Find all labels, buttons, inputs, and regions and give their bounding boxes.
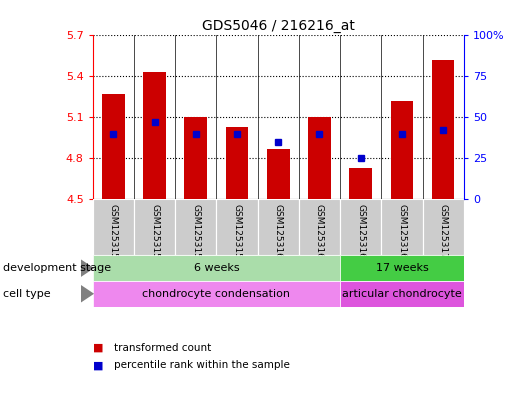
Text: transformed count: transformed count (114, 343, 211, 353)
Text: 6 weeks: 6 weeks (193, 263, 239, 273)
Bar (93, 281, 340, 307)
Text: development stage: development stage (3, 263, 111, 273)
Bar (299, 199, 340, 255)
Bar (340, 255, 464, 281)
Polygon shape (81, 285, 94, 303)
Text: GSM1253169: GSM1253169 (398, 204, 407, 264)
Bar (93, 199, 134, 255)
Text: GSM1253158: GSM1253158 (191, 204, 200, 264)
Text: percentile rank within the sample: percentile rank within the sample (114, 360, 290, 371)
Bar (422, 199, 464, 255)
Bar (175, 199, 216, 255)
Bar (226, 127, 249, 199)
Bar (349, 168, 372, 199)
Text: GSM1253159: GSM1253159 (233, 204, 242, 264)
Text: ■: ■ (93, 343, 103, 353)
Bar (258, 199, 299, 255)
Bar (216, 199, 258, 255)
Text: GSM1253157: GSM1253157 (150, 204, 159, 264)
Text: articular chondrocyte: articular chondrocyte (342, 289, 462, 299)
Text: chondrocyte condensation: chondrocyte condensation (143, 289, 290, 299)
Text: 17 weeks: 17 weeks (376, 263, 428, 273)
Text: cell type: cell type (3, 289, 50, 299)
Polygon shape (81, 259, 94, 277)
Bar (308, 117, 331, 199)
Bar (267, 149, 289, 199)
Text: ■: ■ (93, 360, 103, 371)
Bar (143, 72, 166, 199)
Text: GSM1253160: GSM1253160 (274, 204, 282, 264)
Bar (102, 94, 125, 199)
Text: GSM1253161: GSM1253161 (315, 204, 324, 264)
Bar (340, 281, 464, 307)
Text: GSM1253168: GSM1253168 (356, 204, 365, 264)
Bar (93, 255, 340, 281)
Bar (340, 199, 381, 255)
Bar (134, 199, 175, 255)
Bar (184, 117, 207, 199)
Text: GSM1253156: GSM1253156 (109, 204, 118, 264)
Title: GDS5046 / 216216_at: GDS5046 / 216216_at (202, 19, 355, 33)
Bar (391, 101, 413, 199)
Bar (381, 199, 422, 255)
Text: GSM1253170: GSM1253170 (439, 204, 448, 264)
Bar (432, 60, 455, 199)
